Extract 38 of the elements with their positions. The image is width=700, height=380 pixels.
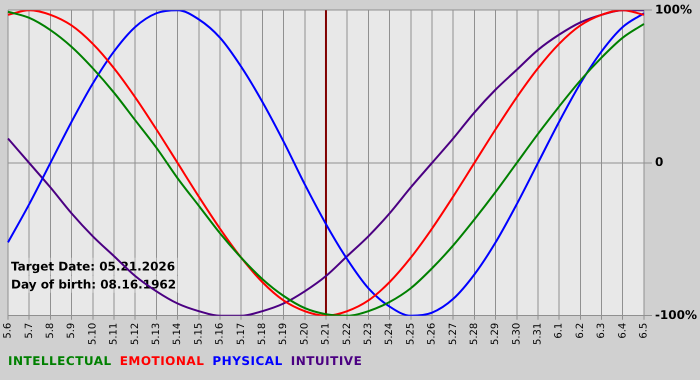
x-tick-label: 5.7 bbox=[24, 322, 35, 339]
text: EMOTIONAL bbox=[120, 354, 204, 368]
x-tick-label: 6.2 bbox=[574, 322, 586, 339]
y-tick-label: 0 bbox=[654, 155, 664, 170]
x-tick-label: 6.5 bbox=[638, 322, 650, 339]
x-tick-label: 5.11 bbox=[108, 322, 120, 345]
x-tick-label: 5.24 bbox=[384, 322, 396, 345]
x-tick-label: 5.28 bbox=[468, 322, 480, 345]
x-tick-label: 5.22 bbox=[342, 322, 353, 345]
x-tick-label: 5.30 bbox=[511, 322, 522, 345]
text: PHYSICAL bbox=[212, 354, 283, 368]
x-tick-label: 5.21 bbox=[320, 322, 332, 345]
x-tick-label: 6.3 bbox=[596, 322, 608, 339]
x-tick-label: 5.26 bbox=[426, 322, 438, 345]
y-tick-label: 100% bbox=[654, 2, 692, 16]
text: INTUITIVE bbox=[290, 354, 362, 368]
x-tick-label: 6.4 bbox=[617, 322, 628, 339]
x-tick-label: 5.15 bbox=[193, 322, 204, 345]
x-tick-label: 5.31 bbox=[532, 322, 544, 345]
x-tick-label: 5.18 bbox=[256, 322, 268, 345]
x-tick-label: 5.10 bbox=[87, 322, 98, 345]
x-tick-label: 5.29 bbox=[490, 322, 502, 345]
y-tick-label: -100% bbox=[654, 308, 698, 322]
x-tick-label: 5.17 bbox=[236, 322, 247, 345]
x-tick-label: 5.13 bbox=[150, 322, 162, 345]
x-tick-label: 5.9 bbox=[66, 322, 78, 339]
x-tick-label: 5.19 bbox=[278, 322, 290, 345]
x-tick-label: 5.25 bbox=[405, 322, 416, 345]
x-tick-label: 5.16 bbox=[214, 322, 226, 345]
x-tick-label: 5.23 bbox=[362, 322, 374, 345]
x-tick-label: 5.8 bbox=[44, 322, 56, 339]
x-tick-label: 5.20 bbox=[299, 322, 310, 345]
x-tick-label: 5.27 bbox=[448, 322, 459, 345]
x-tick-label: 5.6 bbox=[2, 322, 14, 339]
x-tick-label: 5.12 bbox=[130, 322, 141, 345]
text: INTELLECTUAL bbox=[8, 354, 112, 368]
x-tick-label: 6.1 bbox=[554, 322, 565, 339]
x-tick-label: 5.14 bbox=[172, 322, 184, 345]
